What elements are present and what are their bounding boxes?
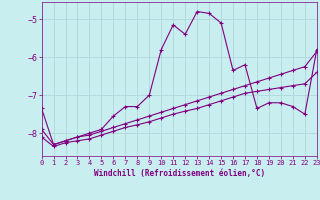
X-axis label: Windchill (Refroidissement éolien,°C): Windchill (Refroidissement éolien,°C) [94,169,265,178]
